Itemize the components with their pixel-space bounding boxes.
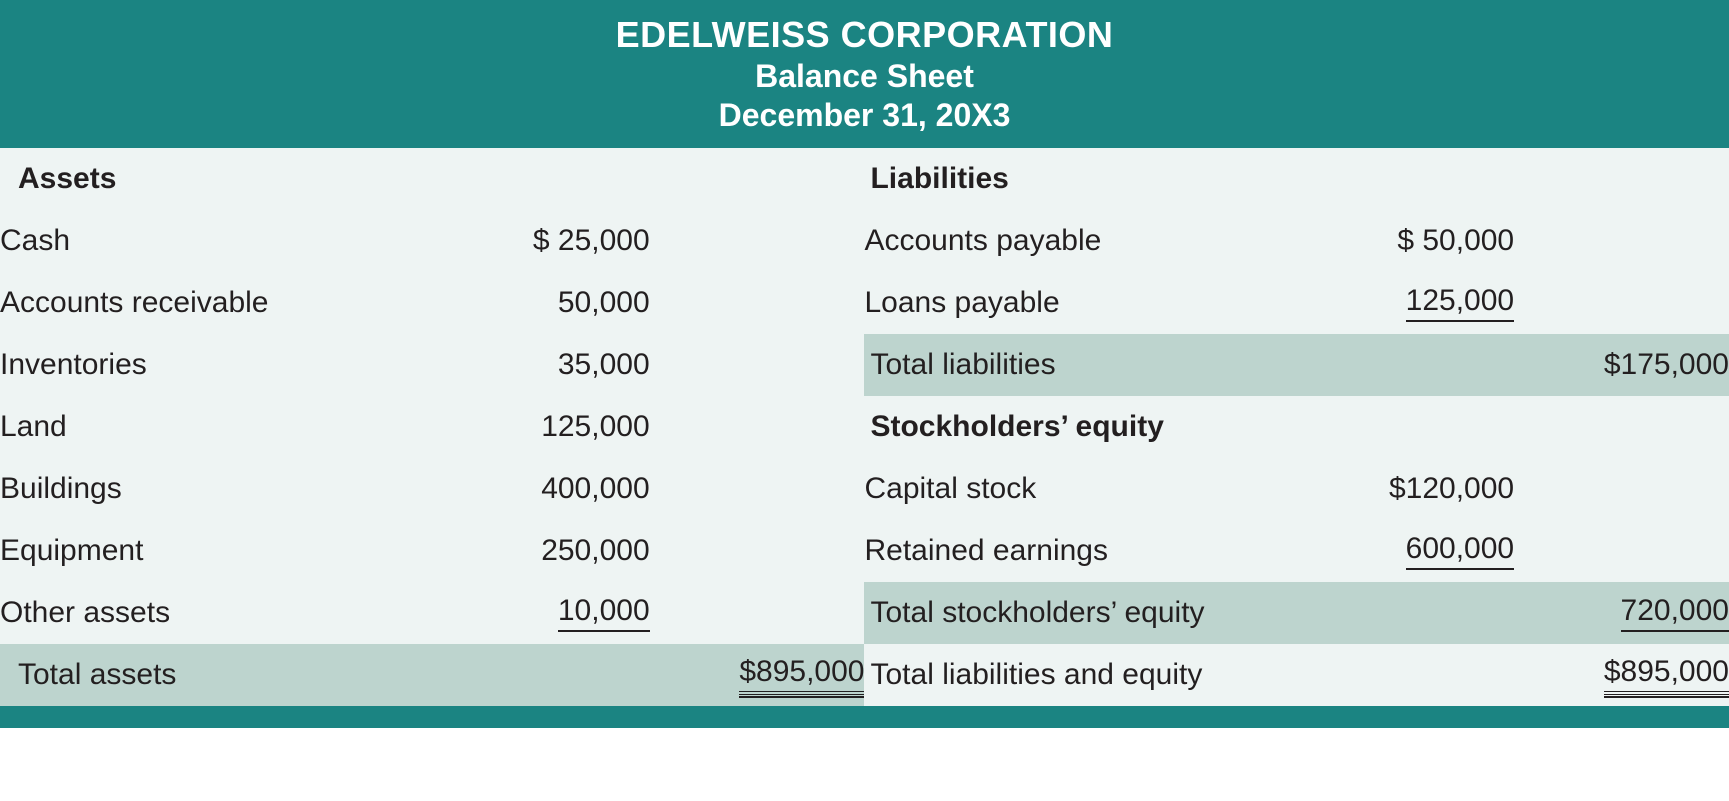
equity-label: Capital stock <box>864 458 1304 520</box>
total-assets-label: Total assets <box>0 644 440 706</box>
equity-label: Retained earnings <box>864 520 1304 582</box>
equity-value: $120,000 <box>1389 472 1514 506</box>
asset-label: Cash <box>0 210 440 272</box>
asset-value: 250,000 <box>541 534 649 568</box>
total-equity-label: Total stockholders’ equity <box>864 582 1304 644</box>
asset-value: 400,000 <box>541 472 649 506</box>
asset-value: 35,000 <box>558 348 650 382</box>
total-liabilities-value: $175,000 <box>1604 348 1729 382</box>
company-name: EDELWEISS CORPORATION <box>0 14 1729 56</box>
asset-label: Inventories <box>0 334 440 396</box>
total-assets-value: $895,000 <box>739 655 864 695</box>
sheet-title: Balance Sheet <box>0 58 1729 95</box>
table-row: Equipment 250,000 Retained earnings 600,… <box>0 520 1729 582</box>
asset-label: Accounts receivable <box>0 272 440 334</box>
table-row: Buildings 400,000 Capital stock $120,000 <box>0 458 1729 520</box>
asset-value: 50,000 <box>558 286 650 320</box>
balance-sheet-table: Assets Liabilities Cash $ 25,000 Account… <box>0 148 1729 706</box>
table-row: Land 125,000 Stockholders’ equity <box>0 396 1729 458</box>
equity-value: 600,000 <box>1406 532 1514 570</box>
asset-value: $ 25,000 <box>533 224 650 258</box>
table-row: Accounts receivable 50,000 Loans payable… <box>0 272 1729 334</box>
section-heading-row: Assets Liabilities <box>0 148 1729 210</box>
footer-bar <box>0 706 1729 728</box>
balance-sheet: EDELWEISS CORPORATION Balance Sheet Dece… <box>0 0 1729 728</box>
asset-label: Land <box>0 396 440 458</box>
table-row: Inventories 35,000 Total liabilities $17… <box>0 334 1729 396</box>
assets-heading: Assets <box>0 148 440 210</box>
asset-label: Equipment <box>0 520 440 582</box>
liability-label: Loans payable <box>864 272 1304 334</box>
asset-label: Buildings <box>0 458 440 520</box>
liability-label: Accounts payable <box>864 210 1304 272</box>
liabilities-heading: Liabilities <box>864 148 1304 210</box>
table-row: Cash $ 25,000 Accounts payable $ 50,000 <box>0 210 1729 272</box>
liability-value: $ 50,000 <box>1397 224 1514 258</box>
asset-value: 125,000 <box>541 410 649 444</box>
asset-value: 10,000 <box>558 594 650 632</box>
equity-heading: Stockholders’ equity <box>864 396 1304 458</box>
grand-total-value: $895,000 <box>1604 655 1729 695</box>
sheet-header: EDELWEISS CORPORATION Balance Sheet Dece… <box>0 0 1729 148</box>
sheet-date: December 31, 20X3 <box>0 97 1729 134</box>
liability-value: 125,000 <box>1406 284 1514 322</box>
table-row: Other assets 10,000 Total stockholders’ … <box>0 582 1729 644</box>
asset-label: Other assets <box>0 582 440 644</box>
total-liabilities-label: Total liabilities <box>864 334 1304 396</box>
total-equity-value: 720,000 <box>1621 594 1729 632</box>
grand-total-label: Total liabilities and equity <box>864 644 1304 706</box>
totals-row: Total assets $895,000 Total liabilities … <box>0 644 1729 706</box>
